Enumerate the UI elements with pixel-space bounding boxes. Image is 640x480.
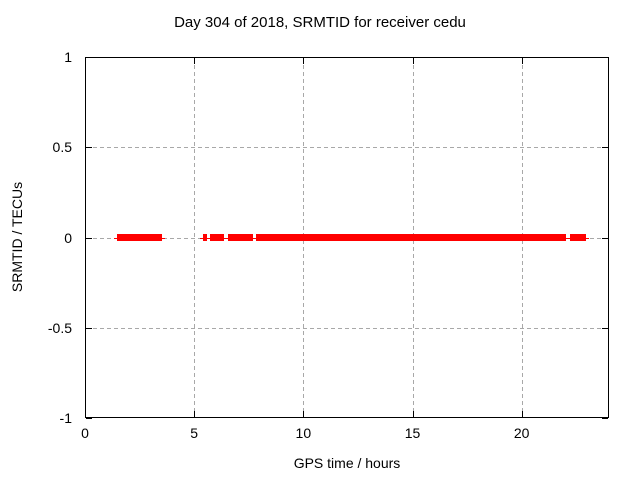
y-tick-label: -0.5 <box>47 319 72 336</box>
x-axis-label: GPS time / hours <box>293 455 401 471</box>
y-tick-label: 1 <box>64 49 72 65</box>
y-tickmark-left <box>86 57 92 58</box>
chart-title: Day 304 of 2018, SRMTID for receiver ced… <box>174 14 466 31</box>
x-tickmark-top <box>521 58 523 64</box>
y-tickmark-right <box>602 57 608 58</box>
x-tick-label: 10 <box>295 425 312 441</box>
data-segment <box>569 234 587 241</box>
x-tickmark-top <box>194 58 196 64</box>
y-tickmark-right <box>602 237 608 239</box>
x-tickmark-bottom <box>194 411 196 417</box>
y-tickmark-left <box>86 327 92 329</box>
x-tickmark-top <box>412 58 414 64</box>
y-tickmark-right <box>602 418 608 419</box>
y-tickmark-left <box>86 418 92 419</box>
data-segment <box>228 234 254 241</box>
x-tick-label: 0 <box>81 425 89 441</box>
y-gridline <box>86 147 608 149</box>
y-gridline <box>86 327 608 329</box>
x-gridline <box>194 58 196 417</box>
x-tickmark-bottom <box>412 411 414 417</box>
y-tickmark-left <box>86 147 92 149</box>
x-tickmark-top <box>303 58 305 64</box>
x-tick-label: 15 <box>404 425 421 441</box>
y-tick-label: 0 <box>64 229 72 246</box>
y-tick-label: 0.5 <box>52 139 72 156</box>
data-segment <box>255 234 566 241</box>
data-segment <box>202 234 208 241</box>
x-tickmark-bottom <box>303 411 305 417</box>
y-tickmark-left <box>86 237 92 239</box>
y-tickmark-right <box>602 147 608 149</box>
data-segment <box>117 234 163 241</box>
x-tick-label: 5 <box>190 425 199 441</box>
data-segment <box>210 234 225 241</box>
y-tickmark-right <box>602 327 608 329</box>
y-axis-label: SRMTID / TECUs <box>9 181 25 293</box>
x-tickmark-top <box>85 58 86 64</box>
x-tick-label: 20 <box>513 425 530 441</box>
x-tickmark-bottom <box>85 411 86 417</box>
x-tickmark-bottom <box>521 411 523 417</box>
y-tick-label: -1 <box>59 410 72 426</box>
